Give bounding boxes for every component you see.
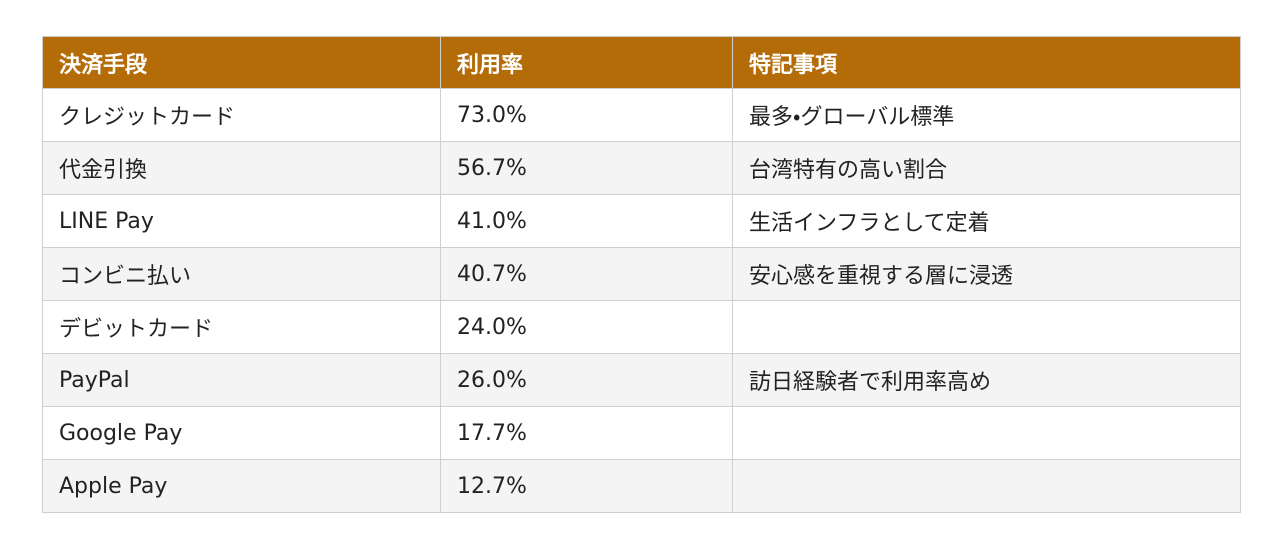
table-row: デビットカード 24.0% (42, 300, 1241, 354)
table-cell (732, 459, 1241, 513)
table-row: クレジットカード 73.0% 最多・グローバル標準 (42, 88, 1241, 142)
table-cell: 24.0% (440, 300, 733, 354)
table-cell: 最多・グローバル標準 (732, 88, 1241, 142)
table-cell: クレジットカード (42, 88, 441, 142)
payment-table: 決済手段 利用率 特記事項 クレジットカード 73.0% 最多・グローバル標準 代金引換 5… (42, 36, 1241, 513)
table-cell: コンビニ払い (42, 247, 441, 301)
header-cell: 利用率 (440, 36, 733, 89)
table-cell: 生活インフラとして定着 (732, 194, 1241, 248)
table-cell: Apple Pay (42, 459, 441, 513)
header-row: 決済手段 利用率 特記事項 (42, 36, 1241, 89)
table-row: PayPal 26.0% 訪日経験者で利用率高め (42, 353, 1241, 407)
table-cell: 台湾特有の高い割合 (732, 141, 1241, 195)
table-cell: 12.7% (440, 459, 733, 513)
table-row: 代金引換 56.7% 台湾特有の高い割合 (42, 141, 1241, 195)
table-row: LINE Pay 41.0% 生活インフラとして定着 (42, 194, 1241, 248)
table-cell: PayPal (42, 353, 441, 407)
table-row: Apple Pay 12.7% (42, 459, 1241, 513)
table-cell: 40.7% (440, 247, 733, 301)
table-cell: 56.7% (440, 141, 733, 195)
table-cell: 代金引換 (42, 141, 441, 195)
table-body: クレジットカード 73.0% 最多・グローバル標準 代金引換 56.7% 台湾特有の高い割… (42, 88, 1241, 513)
table-cell: 26.0% (440, 353, 733, 407)
table-row: コンビニ払い 40.7% 安心感を重視する層に浸透 (42, 247, 1241, 301)
table-cell: 安心感を重視する層に浸透 (732, 247, 1241, 301)
header-cell: 決済手段 (42, 36, 441, 89)
table-cell: 17.7% (440, 406, 733, 460)
table-cell: 41.0% (440, 194, 733, 248)
table-cell (732, 300, 1241, 354)
header-cell: 特記事項 (732, 36, 1241, 89)
table-cell: LINE Pay (42, 194, 441, 248)
table-cell (732, 406, 1241, 460)
table-row: Google Pay 17.7% (42, 406, 1241, 460)
table-cell: 73.0% (440, 88, 733, 142)
table-cell: 訪日経験者で利用率高め (732, 353, 1241, 407)
table-cell: デビットカード (42, 300, 441, 354)
table-cell: Google Pay (42, 406, 441, 460)
